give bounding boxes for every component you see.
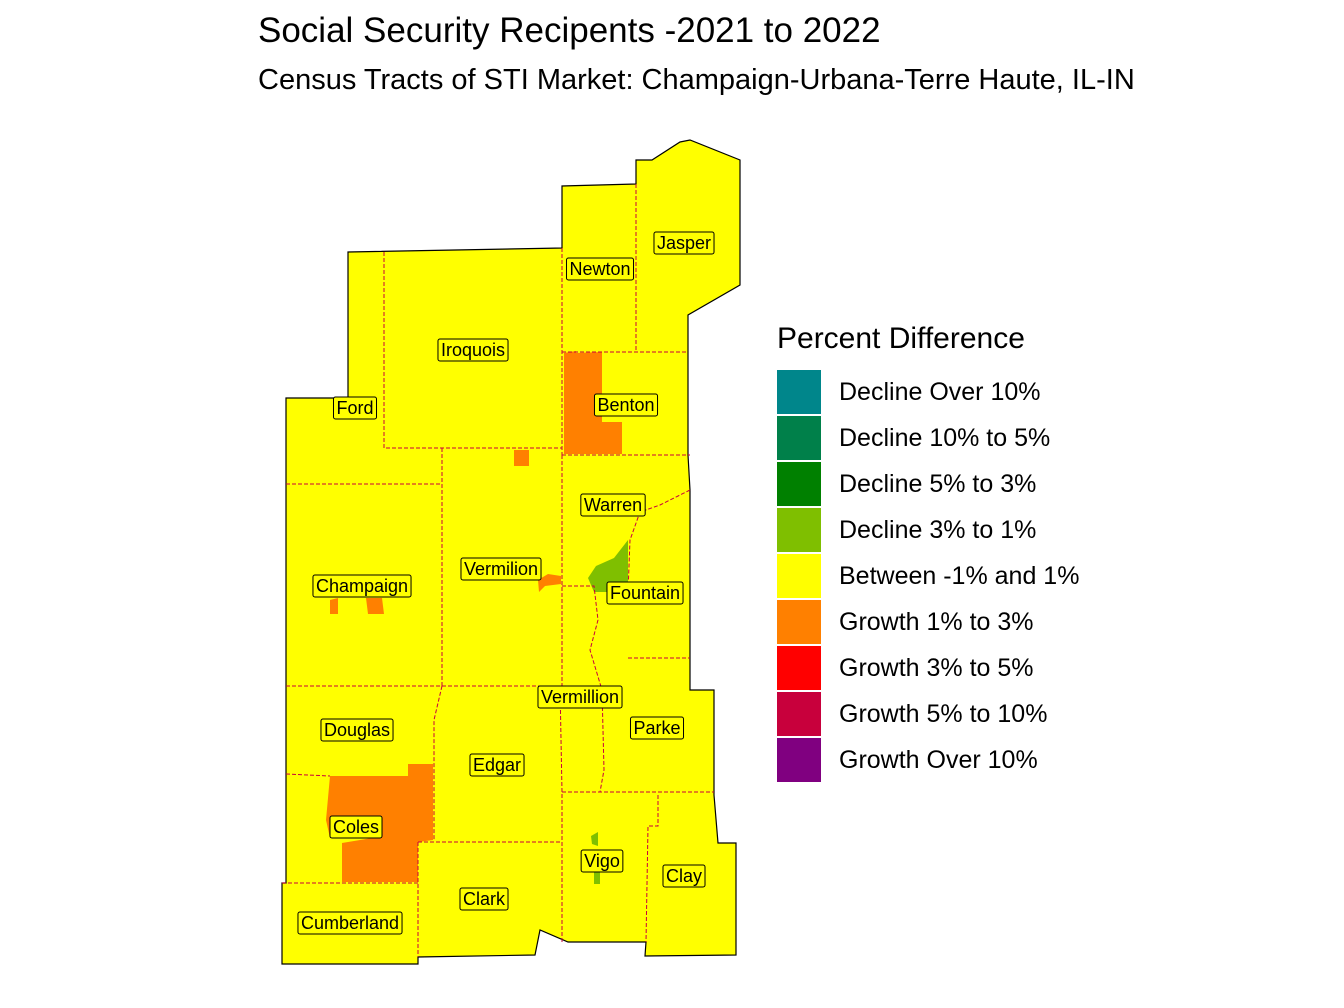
champaign-tract-a (330, 598, 338, 614)
county-label-text: Jasper (657, 233, 711, 253)
county-label-iroquois: Iroquois (437, 338, 509, 362)
legend-swatch (777, 692, 821, 736)
county-label-box (662, 864, 706, 888)
county-label-text: Edgar (473, 755, 521, 775)
legend-item: Growth 1% to 3% (777, 600, 1034, 646)
legend-label: Growth 5% to 10% (839, 700, 1048, 728)
county-label-box (653, 231, 715, 255)
county-label-box (629, 716, 685, 740)
legend-label: Decline 5% to 3% (839, 470, 1037, 498)
county-label-clark: Clark (459, 887, 509, 911)
vigo-tract-b (594, 872, 600, 884)
decline-1-3-tracts (588, 540, 628, 884)
legend-label: Decline 10% to 5% (839, 424, 1051, 452)
county-label-newton: Newton (565, 257, 635, 281)
county-label-vermillion: Vermillion (537, 685, 623, 709)
county-label-text: Ford (336, 398, 373, 418)
legend-label: Decline 3% to 1% (839, 516, 1037, 544)
county-label-champaign: Champaign (312, 574, 412, 598)
legend-item: Decline 3% to 1% (777, 508, 1036, 554)
legend-swatch (777, 554, 821, 598)
county-label-box (437, 338, 509, 362)
county-label-box (459, 887, 509, 911)
county-label-box (580, 493, 646, 517)
benton-tract (564, 351, 622, 454)
legend: Percent Difference Decline Over 10% Decli… (777, 320, 1079, 784)
county-label-jasper: Jasper (653, 231, 715, 255)
county-label-text: Champaign (316, 576, 408, 596)
legend-swatch (777, 416, 821, 460)
legend-label: Growth Over 10% (839, 746, 1038, 774)
county-label-text: Newton (569, 259, 630, 279)
legend-item: Decline 5% to 3% (777, 462, 1036, 508)
county-label-fountain: Fountain (606, 581, 684, 605)
danville-tract (538, 574, 561, 592)
county-label-box (460, 557, 542, 581)
county-label-box (332, 396, 378, 420)
county-label-text: Vigo (584, 851, 620, 871)
county-label-box (320, 718, 394, 742)
legend-swatch (777, 600, 821, 644)
county-label-text: Clark (463, 889, 506, 909)
legend-swatch (777, 508, 821, 552)
county-label-box (580, 849, 624, 873)
county-label-box (565, 257, 635, 281)
county-label-text: Iroquois (441, 340, 505, 360)
county-label-parke: Parke (629, 716, 685, 740)
legend-label: Decline Over 10% (839, 378, 1041, 406)
vermilion-tract (514, 450, 529, 466)
legend-label: Between -1% and 1% (839, 562, 1080, 590)
county-label-warren: Warren (580, 493, 646, 517)
legend-item: Growth 3% to 5% (777, 646, 1034, 692)
county-label-text: Douglas (324, 720, 390, 740)
county-label-text: Benton (597, 395, 654, 415)
legend-label: Growth 3% to 5% (839, 654, 1034, 682)
legend-swatch (777, 646, 821, 690)
map-title: Social Security Recipents -2021 to 2022 (258, 11, 881, 50)
legend-item: Decline Over 10% (777, 370, 1040, 416)
legend-item: Decline 10% to 5% (777, 416, 1050, 462)
legend-title: Percent Difference (777, 322, 1025, 355)
county-label-coles: Coles (329, 815, 383, 839)
legend-items: Decline Over 10% Decline 10% to 5% Decline… (777, 370, 1079, 784)
county-label-text: Coles (333, 817, 379, 837)
county-label-text: Vermilion (464, 559, 538, 579)
county-label-box (593, 393, 659, 417)
county-label-text: Warren (584, 495, 642, 515)
county-label-box (469, 753, 525, 777)
county-label-box (537, 685, 623, 709)
county-label-benton: Benton (593, 393, 659, 417)
county-label-douglas: Douglas (320, 718, 394, 742)
county-labels: Jasper Newton Iroquois Benton Ford Warren Verm… (297, 231, 715, 935)
legend-swatch (777, 738, 821, 782)
county-label-vermilion: Vermilion (460, 557, 542, 581)
legend-item: Growth 5% to 10% (777, 692, 1047, 738)
county-label-box (329, 815, 383, 839)
county-label-text: Clay (666, 866, 702, 886)
county-label-box (312, 574, 412, 598)
county-label-text: Vermillion (541, 687, 619, 707)
champaign-tract-b (366, 598, 384, 614)
legend-item: Between -1% and 1% (777, 554, 1079, 600)
legend-label: Growth 1% to 3% (839, 608, 1034, 636)
legend-swatch (777, 462, 821, 506)
county-label-text: Parke (633, 718, 680, 738)
map-subtitle: Census Tracts of STI Market: Champaign-U… (258, 64, 1135, 96)
county-label-box (606, 581, 684, 605)
county-label-box (297, 911, 403, 935)
county-label-vigo: Vigo (580, 849, 624, 873)
legend-item: Growth Over 10% (777, 738, 1038, 784)
legend-swatch (777, 370, 821, 414)
county-label-cumberland: Cumberland (297, 911, 403, 935)
market-area (281, 139, 741, 965)
fountain-tract (588, 540, 628, 592)
county-label-ford: Ford (332, 396, 378, 420)
choropleth-map: Jasper Newton Iroquois Benton Ford Warren Verm… (281, 139, 741, 965)
county-label-text: Fountain (610, 583, 680, 603)
county-label-edgar: Edgar (469, 753, 525, 777)
county-label-text: Cumberland (301, 913, 399, 933)
county-label-clay: Clay (662, 864, 706, 888)
vigo-tract-a (591, 832, 598, 846)
